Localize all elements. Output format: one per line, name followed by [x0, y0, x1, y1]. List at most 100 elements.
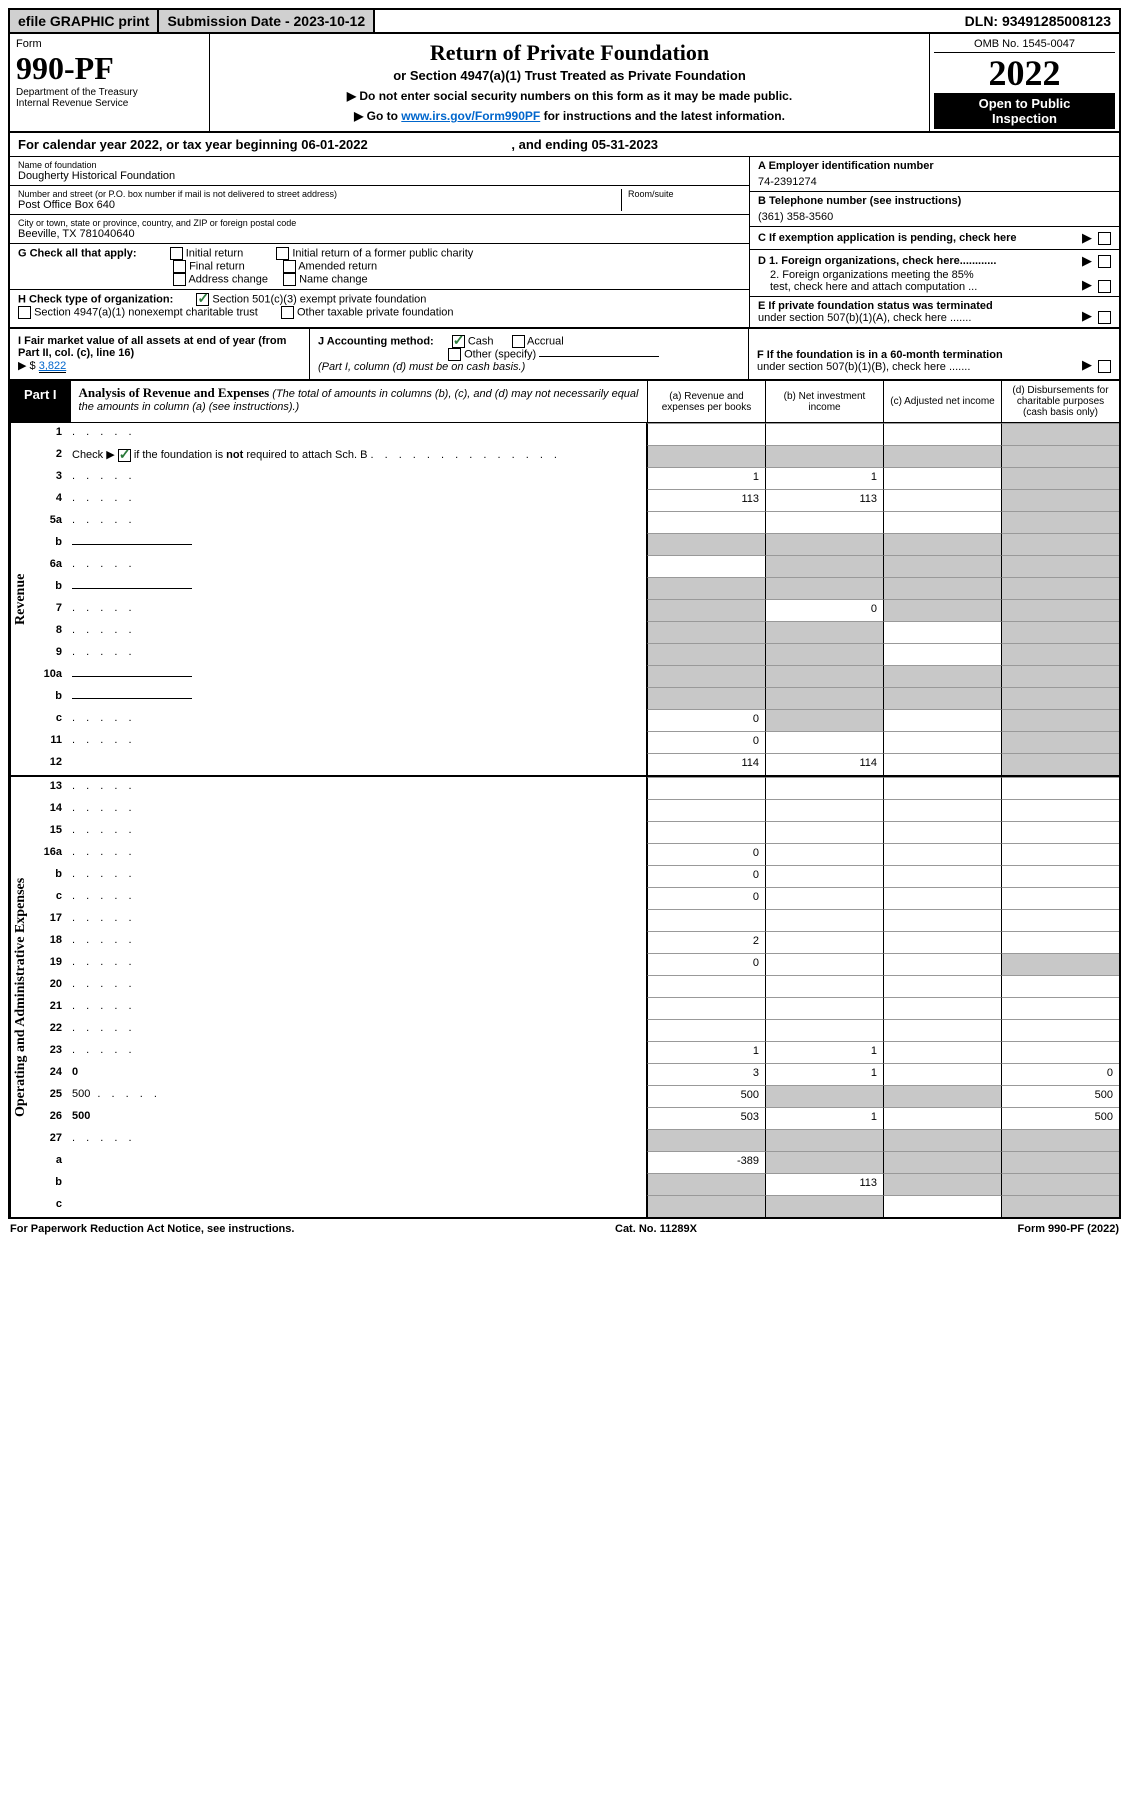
cb-foreign-85[interactable] — [1098, 280, 1111, 293]
cell-a — [647, 1173, 765, 1195]
cell-a — [647, 555, 765, 577]
g-opt-5: Name change — [299, 273, 368, 285]
cb-other-method[interactable] — [448, 348, 461, 361]
exp-row: 240310 — [36, 1063, 1119, 1085]
cb-accrual[interactable] — [512, 335, 525, 348]
row-desc: . . . . . — [68, 931, 647, 953]
cell-b — [765, 731, 883, 753]
cb-name-change[interactable] — [283, 273, 296, 286]
footer-left: For Paperwork Reduction Act Notice, see … — [10, 1223, 294, 1235]
cell-d — [1001, 1173, 1119, 1195]
cb-60-month[interactable] — [1098, 360, 1111, 373]
efile-print-button[interactable]: efile GRAPHIC print — [10, 10, 159, 32]
cell-d — [1001, 975, 1119, 997]
cell-a: 503 — [647, 1107, 765, 1129]
submission-date-value: 2023-10-12 — [294, 13, 366, 29]
part1-title: Analysis of Revenue and Expenses (The to… — [71, 381, 647, 422]
name-cell: Name of foundation Dougherty Historical … — [10, 157, 749, 186]
c-label: C If exemption application is pending, c… — [758, 232, 1082, 244]
cb-other-taxable[interactable] — [281, 306, 294, 319]
cell-d — [1001, 489, 1119, 511]
instruction-line-1: ▶ Do not enter social security numbers o… — [220, 89, 919, 103]
col-a-header: (a) Revenue and expenses per books — [647, 381, 765, 422]
row-num: 19 — [36, 953, 68, 975]
inline-field[interactable] — [72, 588, 192, 589]
cell-a: 2 — [647, 931, 765, 953]
other-specify-field[interactable] — [539, 356, 659, 357]
inline-field[interactable] — [72, 544, 192, 545]
cb-501c3[interactable] — [196, 293, 209, 306]
cb-initial-former[interactable] — [276, 247, 289, 260]
page-footer: For Paperwork Reduction Act Notice, see … — [8, 1219, 1121, 1239]
cb-4947[interactable] — [18, 306, 31, 319]
cell-b — [765, 1129, 883, 1151]
cell-d: 500 — [1001, 1085, 1119, 1107]
form-header: Form 990-PF Department of the Treasury I… — [8, 34, 1121, 133]
row-desc: . . . . . — [68, 643, 647, 665]
exp-row: 14 . . . . . — [36, 799, 1119, 821]
cell-c — [883, 423, 1001, 445]
cell-d — [1001, 1151, 1119, 1173]
inst2-pre: ▶ Go to — [354, 109, 401, 123]
exp-row: 265005031500 — [36, 1107, 1119, 1129]
row-num: 7 — [36, 599, 68, 621]
cb-final-return[interactable] — [173, 260, 186, 273]
cell-c — [883, 1195, 1001, 1217]
room-label: Room/suite — [628, 189, 741, 199]
cell-b: 113 — [765, 1173, 883, 1195]
cb-foreign-org[interactable] — [1098, 255, 1111, 268]
cell-b — [765, 687, 883, 709]
row-num: 18 — [36, 931, 68, 953]
cb-amended-return[interactable] — [283, 260, 296, 273]
dln-value: 93491285008123 — [1002, 13, 1111, 29]
irs-link[interactable]: www.irs.gov/Form990PF — [401, 109, 540, 123]
inline-field[interactable] — [72, 676, 192, 677]
cell-b — [765, 953, 883, 975]
cb-initial-return[interactable] — [170, 247, 183, 260]
form-subtitle: or Section 4947(a)(1) Trust Treated as P… — [220, 68, 919, 83]
cell-a: 0 — [647, 953, 765, 975]
h-label: H Check type of organization: — [18, 293, 173, 305]
cb-sch-b[interactable] — [118, 449, 131, 462]
cell-c — [883, 687, 1001, 709]
d-cell: D 1. Foreign organizations, check here..… — [750, 250, 1119, 297]
row-desc: . . . . . — [68, 843, 647, 865]
row-desc — [68, 1173, 647, 1195]
cell-a — [647, 687, 765, 709]
rev-row: 9 . . . . . — [36, 643, 1119, 665]
fmv-value[interactable]: 3,822 — [39, 360, 67, 373]
row-num: 5a — [36, 511, 68, 533]
cell-a — [647, 1195, 765, 1217]
rev-row: 1 . . . . . — [36, 423, 1119, 445]
dept-treasury: Department of the Treasury — [16, 87, 203, 98]
row-num: 22 — [36, 1019, 68, 1041]
city-value: Beeville, TX 781040640 — [18, 228, 741, 240]
cb-exemption-pending[interactable] — [1098, 232, 1111, 245]
form-word: Form — [16, 38, 203, 50]
cell-c — [883, 931, 1001, 953]
arrow-icon: ▶ — [1082, 253, 1092, 269]
row-num: 14 — [36, 799, 68, 821]
cell-a: 0 — [647, 731, 765, 753]
cell-a — [647, 799, 765, 821]
cell-d — [1001, 1195, 1119, 1217]
row-desc — [68, 665, 647, 687]
row-desc: . . . . . — [68, 599, 647, 621]
addr-value: Post Office Box 640 — [18, 199, 621, 211]
row-desc: 500 — [68, 1107, 647, 1129]
expenses-side-label: Operating and Administrative Expenses — [10, 777, 36, 1217]
cb-status-terminated[interactable] — [1098, 311, 1111, 324]
cell-b: 1 — [765, 1041, 883, 1063]
row-desc: . . . . . — [68, 709, 647, 731]
d2a-label: 2. Foreign organizations meeting the 85% — [770, 269, 974, 281]
open-public-badge: Open to Public Inspection — [934, 93, 1115, 129]
row-desc: 0 — [68, 1063, 647, 1085]
row-desc: . . . . . — [68, 1129, 647, 1151]
cell-b — [765, 909, 883, 931]
cell-c — [883, 1085, 1001, 1107]
cb-cash[interactable] — [452, 335, 465, 348]
cell-b — [765, 555, 883, 577]
inline-field[interactable] — [72, 698, 192, 699]
cell-d — [1001, 821, 1119, 843]
cb-address-change[interactable] — [173, 273, 186, 286]
